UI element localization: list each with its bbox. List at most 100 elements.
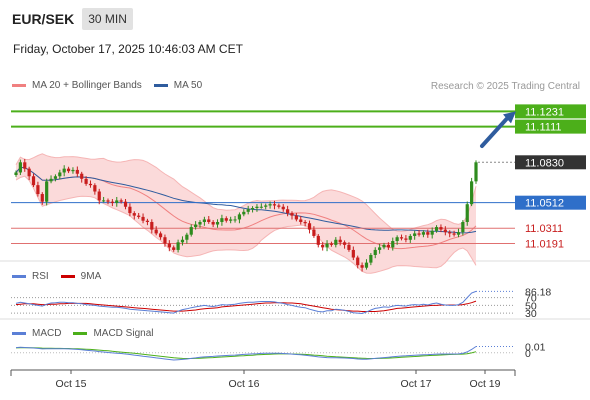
- macd-axis-label: 0: [525, 348, 531, 360]
- candle-up: [391, 241, 395, 248]
- candle-up: [268, 204, 272, 206]
- candle-down: [137, 215, 141, 217]
- candle-down: [97, 191, 101, 201]
- copyright: Research © 2025 Trading Central: [430, 81, 580, 92]
- candle-up: [325, 243, 329, 248]
- candle-down: [66, 168, 71, 172]
- candle-down: [36, 185, 40, 195]
- candle-up: [115, 200, 119, 203]
- candle-up: [220, 218, 224, 222]
- candle-down: [448, 232, 452, 234]
- legend-swatch: [12, 332, 26, 335]
- candle-down: [80, 173, 84, 179]
- candle-down: [426, 232, 430, 235]
- candle-down: [158, 233, 163, 238]
- candle-down: [399, 237, 404, 239]
- candle-up: [180, 239, 185, 243]
- x-tick-label: Oct 17: [401, 378, 432, 390]
- candle-up: [185, 234, 189, 240]
- candle-up: [45, 181, 49, 202]
- candle-up: [194, 224, 198, 228]
- candle-up: [378, 247, 382, 250]
- legend-item-rsi: RSI: [12, 271, 49, 282]
- candle-up: [255, 206, 259, 209]
- candle-down: [106, 200, 110, 202]
- legend-label: 9MA: [80, 271, 102, 282]
- candle-down: [356, 257, 360, 266]
- candle-down: [154, 229, 158, 234]
- candle-up: [364, 262, 369, 268]
- candle-up: [434, 227, 439, 231]
- timestamp: Friday, October 17, 2025 10:46:03 AM CET: [13, 42, 243, 56]
- legend-item-ma50: MA 50: [153, 80, 203, 91]
- level-tag-resistance: [515, 119, 586, 134]
- level-label-pivot: 11.0512: [525, 198, 564, 210]
- candle-up: [58, 172, 62, 177]
- candle-up: [421, 232, 426, 235]
- x-tick-label: Oct 16: [229, 378, 260, 390]
- legend-swatch: [60, 275, 75, 278]
- macd-signal-line: [15, 347, 477, 359]
- candle-down: [207, 219, 211, 222]
- candle-down: [123, 201, 128, 207]
- candle-down: [163, 237, 167, 244]
- candle-up: [250, 208, 255, 210]
- forecast-arrow-head: [503, 111, 516, 124]
- candle-up: [465, 204, 469, 222]
- level-label-resistance: 11.1231: [525, 106, 564, 118]
- x-tick-label: Oct 15: [56, 378, 87, 390]
- candle-down: [307, 223, 312, 230]
- macd-line: [15, 346, 477, 361]
- candle-up: [202, 219, 206, 222]
- candle-down: [303, 221, 307, 224]
- candle-up: [430, 230, 434, 235]
- x-tick-label: Oct 19: [470, 378, 501, 390]
- candle-up: [373, 249, 377, 255]
- candle-down: [439, 227, 443, 230]
- candle-up: [71, 169, 75, 172]
- candle-down: [132, 213, 136, 216]
- candle-down: [128, 206, 132, 214]
- legend-swatch: [12, 275, 26, 278]
- candle-down: [338, 239, 342, 243]
- candle-down: [342, 242, 347, 245]
- candle-up: [461, 221, 465, 233]
- candle-up: [176, 242, 180, 250]
- candle-up: [470, 181, 474, 205]
- legend-label: RSI: [32, 271, 49, 282]
- candle-down: [84, 178, 88, 184]
- candle-up: [189, 227, 193, 235]
- legend-label: MA 50: [173, 80, 203, 91]
- bollinger-band-area: [16, 153, 476, 274]
- candle-down: [316, 235, 320, 245]
- candle-up: [49, 178, 53, 182]
- candle-down: [75, 169, 79, 174]
- rsi-9ma-line: [15, 300, 477, 312]
- candle-up: [395, 237, 399, 242]
- candle-up: [413, 233, 417, 236]
- level-label-support: 11.0191: [525, 238, 564, 250]
- candle-up: [408, 235, 412, 240]
- ma50-line: [15, 166, 477, 234]
- candle-down: [286, 209, 290, 214]
- candle-up: [102, 200, 106, 202]
- timeframe-badge[interactable]: 30 MIN: [82, 8, 133, 30]
- candle-up: [53, 176, 58, 179]
- candle-down: [277, 205, 281, 207]
- candle-down: [40, 194, 44, 202]
- candle-up: [233, 219, 237, 221]
- legend-label: MA 20 + Bollinger Bands: [32, 80, 142, 91]
- candle-down: [294, 215, 298, 220]
- symbol-label: EUR/SEK: [12, 11, 75, 27]
- candle-up: [456, 232, 461, 235]
- candle-down: [23, 162, 27, 169]
- candle-down: [417, 233, 421, 235]
- legend-item-bollinger: MA 20 + Bollinger Bands: [12, 80, 142, 91]
- candle-down: [443, 229, 447, 233]
- candle-up: [229, 219, 233, 221]
- candle-up: [237, 214, 242, 220]
- candle-down: [404, 238, 408, 240]
- macd-legend: MACD MACD Signal: [12, 328, 165, 339]
- candle-down: [88, 183, 93, 186]
